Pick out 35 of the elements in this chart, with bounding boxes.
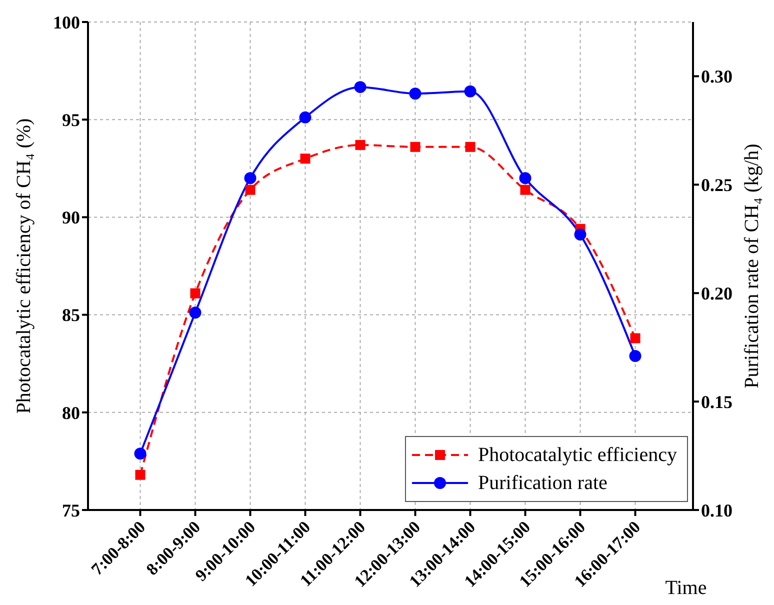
y2-tick-label: 0.10 bbox=[701, 500, 732, 520]
y2-axis-title: Purification rate of CH₄ (kg/h) bbox=[741, 144, 763, 388]
point bbox=[134, 448, 146, 460]
y2-tick-label: 0.15 bbox=[701, 392, 732, 412]
x-axis-title: Time bbox=[665, 577, 707, 599]
point bbox=[245, 184, 256, 195]
y2-tick-label: 0.20 bbox=[701, 284, 732, 304]
point bbox=[409, 88, 422, 100]
y-axis-title: Photocatalytic efficiency of CH₄ (%) bbox=[13, 118, 35, 414]
point bbox=[244, 172, 256, 184]
y2-tick-label: 0.25 bbox=[701, 175, 732, 196]
point bbox=[465, 142, 476, 152]
point bbox=[354, 81, 366, 94]
point bbox=[190, 288, 200, 298]
point bbox=[410, 142, 420, 152]
point bbox=[189, 306, 202, 319]
point bbox=[574, 228, 586, 241]
point bbox=[519, 172, 532, 184]
y2-tick-label: 0.30 bbox=[701, 66, 732, 87]
point bbox=[299, 111, 312, 124]
legend-label: Purification rate bbox=[478, 472, 608, 494]
point bbox=[135, 470, 146, 480]
y-tick-label: 85 bbox=[62, 305, 80, 326]
y-tick-label: 95 bbox=[62, 110, 80, 130]
point bbox=[520, 184, 530, 195]
y-tick-label: 90 bbox=[62, 208, 80, 228]
point bbox=[355, 140, 366, 150]
point bbox=[630, 333, 640, 344]
point bbox=[300, 154, 310, 164]
legend-label: Photocatalytic efficiency bbox=[478, 444, 677, 466]
y-tick-label: 100 bbox=[53, 12, 80, 32]
y-tick-label: 75 bbox=[62, 500, 80, 520]
y-tick-label: 80 bbox=[62, 402, 80, 423]
point bbox=[629, 350, 642, 362]
point bbox=[464, 85, 476, 98]
